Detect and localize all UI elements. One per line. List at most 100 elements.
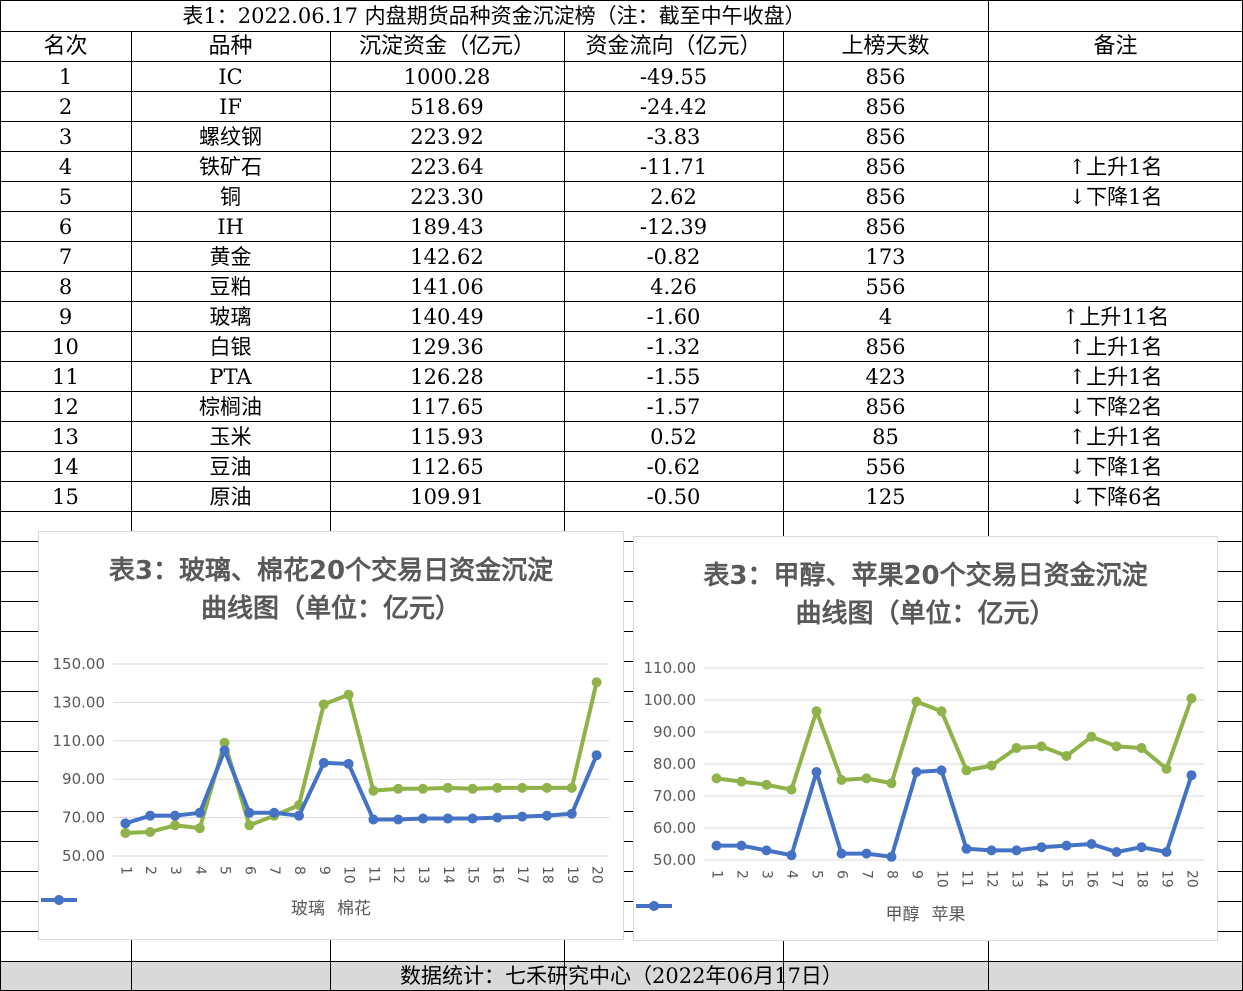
data-point — [1111, 741, 1122, 752]
y-tick-label: 80.00 — [653, 755, 696, 773]
variety-cell: 原油 — [209, 485, 252, 509]
capital-cell: 126.28 — [410, 365, 484, 389]
x-tick-label: 3 — [167, 866, 183, 875]
rank-cell: 4 — [58, 155, 73, 179]
flow-cell: -12.39 — [639, 215, 708, 239]
capital-cell: 142.62 — [410, 245, 484, 269]
data-point — [1136, 743, 1147, 753]
x-tick-label: 19 — [1159, 870, 1175, 888]
data-point — [736, 840, 747, 851]
x-tick-label: 11 — [365, 866, 381, 884]
x-tick-label: 13 — [415, 866, 431, 884]
chart-title: 表3：玻璃、棉花20个交易日资金沉淀曲线图（单位：亿元） — [108, 556, 554, 624]
data-point — [393, 783, 404, 794]
x-tick-label: 4 — [784, 870, 800, 879]
data-point — [1061, 751, 1072, 761]
flow-cell: 2.62 — [650, 185, 697, 209]
variety-cell: PTA — [209, 365, 252, 389]
rank-cell: 3 — [58, 125, 73, 149]
note-cell: ↑上升1名 — [1068, 365, 1163, 389]
data-point — [467, 783, 478, 794]
data-point — [911, 696, 922, 707]
data-point — [170, 810, 180, 821]
data-point — [1086, 731, 1097, 742]
data-point — [145, 827, 156, 837]
data-point — [836, 775, 847, 785]
days-cell: 856 — [865, 125, 906, 149]
flow-cell: -49.55 — [639, 65, 708, 89]
days-cell: 85 — [872, 425, 899, 449]
data-point — [517, 782, 528, 793]
chart-methanol-apple: 50.00 60.00 70.00 80.00 90.00 100.00 110.00 1 2 3… — [633, 536, 1218, 941]
flow-cell: -0.50 — [646, 485, 701, 509]
data-point — [393, 814, 404, 825]
data-point — [269, 807, 280, 818]
data-point — [145, 810, 156, 821]
variety-cell: 豆粕 — [209, 275, 252, 299]
x-tick-label: 19 — [564, 866, 580, 884]
data-point — [786, 850, 797, 861]
variety-cell: 螺纹钢 — [199, 125, 262, 149]
data-point — [1136, 842, 1147, 853]
flow-cell: -24.42 — [639, 95, 708, 119]
flow-cell: -1.55 — [646, 365, 701, 389]
y-tick-label: 100.00 — [644, 691, 697, 709]
flow-cell: -1.32 — [646, 335, 701, 359]
x-tick-label: 15 — [465, 866, 481, 884]
legend-label: 玻璃 — [291, 899, 325, 919]
variety-cell: 白银 — [209, 335, 252, 359]
header-rank: 名次 — [43, 34, 88, 59]
days-cell: 423 — [865, 365, 906, 389]
data-point — [986, 760, 997, 771]
rank-cell: 13 — [52, 425, 79, 449]
rank-cell: 5 — [58, 185, 73, 209]
variety-cell: 玻璃 — [209, 305, 252, 329]
x-tick-label: 10 — [341, 866, 357, 884]
y-tick-label: 110.00 — [644, 659, 697, 677]
data-point — [219, 737, 230, 748]
x-tick-label: 2 — [142, 866, 158, 875]
data-point — [861, 848, 872, 859]
y-tick-label: 110.00 — [53, 732, 106, 750]
rank-cell: 7 — [58, 245, 73, 269]
rank-cell: 10 — [52, 335, 79, 359]
legend-label: 苹果 — [931, 905, 966, 925]
variety-cell: 黄金 — [209, 245, 252, 269]
x-tick-label: 16 — [489, 866, 505, 884]
data-point — [1161, 763, 1172, 774]
variety-cell: 豆油 — [209, 455, 252, 479]
x-tick-label: 14 — [1034, 870, 1050, 888]
capital-cell: 223.64 — [410, 155, 484, 179]
y-tick-label: 90.00 — [653, 723, 696, 741]
data-point — [492, 782, 503, 793]
data-point — [1036, 741, 1047, 752]
header-note: 备注 — [1093, 34, 1138, 59]
days-cell: 856 — [865, 335, 906, 359]
table-title: 表1：2022.06.17 内盘期货品种资金沉淀榜（注：截至中午收盘） — [182, 4, 806, 28]
chart-legend: 甲醇 苹果 — [634, 900, 1217, 925]
note-cell: ↑上升1名 — [1068, 425, 1163, 449]
legend-label: 棉花 — [337, 899, 371, 919]
flow-cell: -1.57 — [646, 395, 701, 419]
x-tick-label: 7 — [266, 866, 282, 875]
flow-cell: 4.26 — [650, 275, 697, 299]
capital-cell: 129.36 — [410, 335, 484, 359]
capital-cell: 140.49 — [410, 305, 484, 329]
capital-cell: 141.06 — [410, 275, 484, 299]
header-variety: 品种 — [208, 34, 253, 59]
legend-swatch — [41, 895, 77, 905]
data-point — [786, 784, 797, 795]
header-flow: 资金流向（亿元） — [585, 34, 762, 59]
flow-cell: -1.60 — [646, 305, 701, 329]
x-tick-label: 12 — [984, 870, 1000, 888]
data-point — [761, 845, 772, 856]
data-point — [1186, 770, 1197, 781]
data-point — [811, 767, 822, 777]
x-tick-label: 4 — [192, 866, 208, 875]
flow-cell: -11.71 — [639, 155, 708, 179]
x-tick-label: 3 — [759, 870, 775, 879]
data-point — [343, 689, 354, 700]
header-days: 上榜天数 — [841, 34, 930, 59]
y-tick-label: 70.00 — [62, 809, 105, 827]
